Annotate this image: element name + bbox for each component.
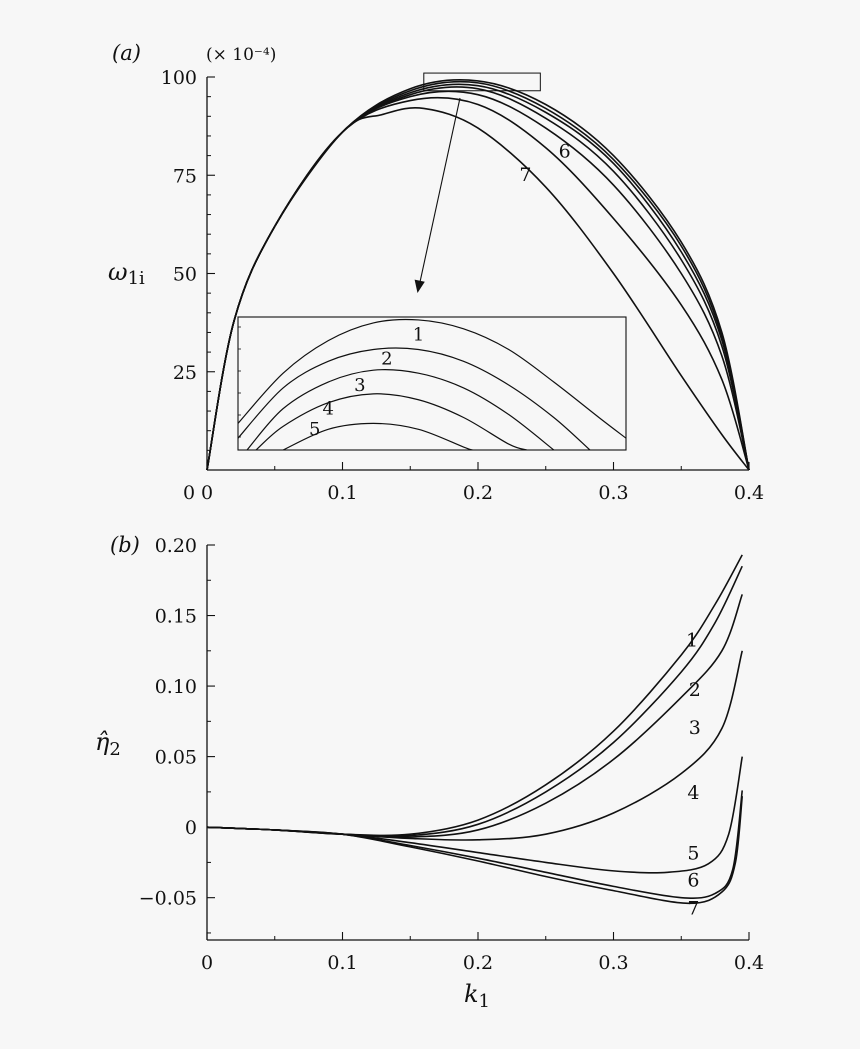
panel-a-label: (a) bbox=[112, 41, 141, 65]
panel-a-y-tick-label: 75 bbox=[173, 165, 197, 187]
panel-a-x-tick-label: 0.2 bbox=[463, 482, 493, 504]
inset-frame bbox=[237, 316, 627, 451]
panel-a-series-7-line bbox=[206, 107, 750, 471]
panel-b-curve-label-7: 7 bbox=[687, 898, 699, 920]
inset-curves bbox=[238, 318, 626, 450]
panel-a-x-tick-label: 0.1 bbox=[327, 482, 357, 504]
inset-curve-3 bbox=[246, 369, 555, 450]
panel-a-y-axis-label: ω1i bbox=[108, 258, 145, 289]
panel-b-y-tick-label: 0.15 bbox=[155, 606, 197, 628]
panel-b-curve-label-5: 5 bbox=[687, 843, 699, 865]
panel-a-y-tick-label: 25 bbox=[173, 362, 197, 384]
panel-a-origin-label: 0 bbox=[183, 482, 195, 504]
panel-b-series-7-line bbox=[206, 796, 744, 905]
panel-b-x-tick-label: 0.3 bbox=[598, 952, 628, 974]
panel-b: (b) η̂2 k1 0 0.1 0.2 0.3 0.4−0.0500.050.100.… bbox=[95, 533, 764, 1012]
panel-a-y-tick-label: 50 bbox=[173, 264, 197, 286]
panel-a-series bbox=[206, 79, 750, 471]
inset-curve-label-5: 5 bbox=[309, 419, 320, 440]
panel-a-y-axis-label-sub: 1i bbox=[128, 268, 145, 289]
panel-b-x-tick-label: 0.2 bbox=[463, 952, 493, 974]
panel-b-series-3-line bbox=[206, 594, 743, 838]
panel-a-scale-note: (× 10⁻⁴) bbox=[206, 45, 276, 65]
panel-b-curve-label-4: 4 bbox=[687, 782, 699, 804]
inset-curve-label-4: 4 bbox=[323, 399, 334, 420]
panel-b-curve-label-2: 2 bbox=[689, 679, 701, 701]
panel-b-series-6-line bbox=[206, 790, 744, 899]
zoom-arrow-head bbox=[414, 279, 425, 293]
inset-curve-label-3: 3 bbox=[354, 375, 365, 396]
panel-b-label: (b) bbox=[110, 533, 140, 557]
panel-b-y-tick-label: 0.20 bbox=[155, 535, 197, 557]
panel-b-y-tick-label: −0.05 bbox=[139, 888, 197, 910]
panel-b-x-axis-label-sub: 1 bbox=[479, 991, 490, 1012]
inset-curve-label-1: 1 bbox=[413, 325, 424, 346]
panel-b-y-tick-label: 0 bbox=[185, 817, 197, 839]
panel-a-curve-label-6: 6 bbox=[559, 141, 571, 163]
panel-b-series-5-line bbox=[206, 756, 744, 874]
panel-a-x-tick-label: 0.3 bbox=[598, 482, 628, 504]
panel-b-x-tick-label: 0 bbox=[201, 952, 213, 974]
panel-b-ticks: 0 0.1 0.2 0.3 0.4 −0.05 0 0.05 0.10 0.15 0.20 bbox=[139, 535, 764, 974]
panel-b-curve-label-1: 1 bbox=[686, 630, 698, 652]
panel-a-y-tick-label: 100 bbox=[161, 67, 197, 89]
panel-b-y-tick-label: 0.05 bbox=[155, 747, 197, 769]
panel-a-y-axis-label-main: ω bbox=[108, 258, 128, 286]
inset-curve-label-2: 2 bbox=[381, 348, 392, 369]
panel-a-curve-label-7: 7 bbox=[519, 164, 531, 186]
inset-curve-1 bbox=[238, 318, 626, 439]
panel-a-zoom-indicator bbox=[414, 72, 541, 293]
panel-b-curve-labels: 1 2 3 4 5 6 7 bbox=[686, 630, 701, 920]
panel-a-x-tick-label: 0.4 bbox=[734, 482, 764, 504]
panel-b-curve-label-6: 6 bbox=[687, 869, 699, 891]
inset-curve-4 bbox=[255, 393, 527, 450]
inset-curve-5 bbox=[282, 422, 473, 450]
panel-b-x-axis-label-main: k bbox=[464, 980, 479, 1008]
panel-b-x-tick-label: 0.4 bbox=[734, 952, 764, 974]
panel-b-series bbox=[206, 554, 744, 905]
panel-b-y-axis-label-main: η̂ bbox=[95, 728, 110, 756]
panel-b-y-tick-label: 0.10 bbox=[155, 676, 197, 698]
panel-b-x-tick-label: 0.1 bbox=[327, 952, 357, 974]
panel-a-curve-labels: 67 bbox=[519, 141, 570, 187]
zoom-arrow-line bbox=[419, 97, 461, 283]
panel-b-curve-label-3: 3 bbox=[689, 717, 701, 739]
zoom-box bbox=[423, 72, 541, 92]
panel-b-x-axis-label: k1 bbox=[464, 980, 490, 1012]
panel-a-x-tick-label: 0 bbox=[201, 482, 213, 504]
panel-b-y-axis-label: η̂2 bbox=[95, 728, 121, 760]
panel-a: (a) (× 10⁻⁴) ω1i 0 0.1 0.2 0.3 0.42550751000… bbox=[108, 41, 764, 504]
inset-curve-2 bbox=[238, 347, 591, 450]
panel-b-y-axis-label-sub: 2 bbox=[109, 739, 120, 760]
panel-b-axes bbox=[206, 545, 749, 941]
panel-b-series-2-line bbox=[206, 565, 743, 838]
